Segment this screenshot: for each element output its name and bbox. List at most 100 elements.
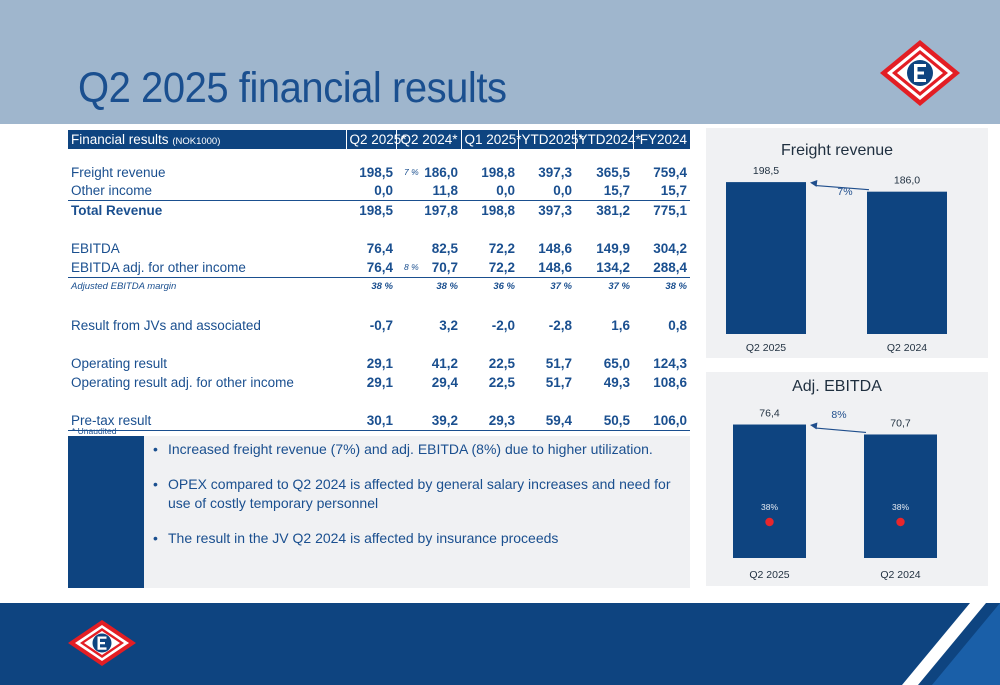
table-row-operating-adj: Operating result adj. for other income 2… [68,373,690,392]
unaudited-footnote: * Unaudited [72,426,117,436]
cell: 65,0 [603,356,630,372]
cell: 186,0 [424,164,458,180]
margin-marker [765,517,774,527]
cell: 51,7 [545,356,572,372]
column-header: Q1 2025* [460,130,522,149]
table-row-pretax: Pre-tax result 30,1 39,2 29,3 59,4 50,5 … [68,411,690,431]
cell: 148,6 [538,241,572,257]
change-label: 7% [837,186,852,198]
footer-stripes [902,603,1000,685]
category-label: Q2 2025 [749,569,789,581]
change-arrow-line [815,427,867,434]
cell: 198,5 7 % [359,164,419,180]
margin-label: 38% [892,502,909,512]
row-label: EBITDA adj. for other income [68,258,346,278]
column-header: Q2 2025* [345,130,407,149]
cell: 0,0 [346,181,396,201]
category-label: Q2 2025 [746,342,786,354]
cell: 198,5 [359,202,393,218]
cell: -2,8 [548,317,572,333]
cell: 37 % [550,281,572,293]
row-label: Freight revenue [71,164,166,180]
change-arrow-line [815,185,870,191]
cell: 51,7 [545,374,572,390]
cell: 50,5 [575,411,633,431]
table-header-label: Financial results (NOK1000) [68,130,346,149]
cell: -2,0 [491,317,515,333]
change-arrow-head [810,422,818,430]
row-label: Total Revenue [71,202,163,218]
cell: 134,2 [575,258,633,278]
cell: 30,1 [346,411,396,431]
table-row-jv-result: Result from JVs and associated -0,7 3,2 … [68,316,690,335]
financial-results-table: Financial results (NOK1000) Q2 2025* Q2 … [68,130,690,431]
cell: 148,6 [518,258,575,278]
cell: -0,7 [369,317,393,333]
cell: 381,2 [596,202,630,218]
column-header: YTD2025* [517,130,584,149]
cell: 149,9 [596,241,630,257]
bar-value-label: 186,0 [894,175,920,187]
bullet-item: The result in the JV Q2 2024 is affected… [150,529,680,548]
change-label: 7 % [404,167,419,177]
category-label: Q2 2024 [887,342,927,354]
bar-value-label: 198,5 [753,165,779,177]
cell: 82,5 [431,241,458,257]
cell: 365,5 [596,164,630,180]
diamond-e-logo-icon [880,40,960,106]
bar [864,434,937,558]
freight-revenue-chart-title: Freight revenue [780,142,894,159]
cell: 397,3 [538,164,572,180]
cell: 0,8 [668,317,687,333]
adj-ebitda-chart-title: Adj. EBITDA [792,378,882,395]
cell: 29,1 [366,356,393,372]
table-row-total-revenue: Total Revenue 198,5 197,8 198,8 397,3 38… [68,201,690,220]
page-title: Q2 2025 financial results [78,64,507,112]
bar [867,191,947,334]
adj-ebitda-chart: 76,4 Q2 2025 38% 70,7 Q2 2024 38% 8% [733,408,937,581]
cell: 22,5 [488,374,515,390]
bar-value-label: 70,7 [890,417,911,429]
cell: 29,3 [461,411,518,431]
table-row-ebitda: EBITDA 76,4 82,5 72,2 148,6 149,9 304,2 [68,240,690,259]
table-row-operating-result: Operating result 29,1 41,2 22,5 51,7 65,… [68,355,690,374]
table-unit: (NOK1000) [172,136,221,147]
margin-label: 38% [761,502,778,512]
bullet-item: OPEX compared to Q2 2024 is affected by … [150,475,680,513]
cell: 3,2 [439,317,458,333]
cell: 72,2 [488,241,515,257]
change-label: 8 % [404,262,419,272]
table-row-freight-revenue: Freight revenue 198,5 7 % 186,0 198,8 397… [68,163,690,182]
table-row-adjusted-ebitda-margin: Adjusted EBITDA margin 38 % 38 % 36 % 37… [68,277,690,296]
bar-value-label: 76,4 [759,408,780,420]
cell: 11,8 [396,181,461,201]
table-row-ebitda-adj: EBITDA adj. for other income 76,4 8 % 70,… [68,258,690,278]
cell: 72,2 [461,258,518,278]
bar [726,182,806,334]
freight-revenue-chart: 198,5 Q2 2025 186,0 Q2 2024 7% [726,165,947,354]
cell: 1,6 [611,317,630,333]
cell: 29,1 [366,374,393,390]
cell: 36 % [493,281,515,293]
cell: 197,8 [424,202,458,218]
row-label: Operating result [71,356,168,372]
row-label: Adjusted EBITDA margin [71,281,177,293]
column-header: YTD2024* [574,130,641,149]
change-arrow-head [810,179,818,187]
table-row-other-income: Other income 0,0 11,8 0,0 0,0 15,7 15,7 [68,181,690,201]
footer-band [0,603,1000,685]
header-band [0,0,1000,124]
table-header-row: Financial results (NOK1000) Q2 2025* Q2 … [68,130,690,149]
cell: 304,2 [653,241,687,257]
column-header: Q2 2024* [395,130,461,149]
cell: 41,2 [431,356,458,372]
cell: 106,0 [633,411,690,431]
margin-marker [896,517,905,527]
cell: 39,2 [396,411,461,431]
cell: 759,4 [653,164,687,180]
cell: 0,0 [518,181,575,201]
comment-bullets: Increased freight revenue (7%) and adj. … [150,440,680,564]
row-label: Operating result adj. for other income [71,374,294,390]
category-label: Q2 2024 [880,569,920,581]
row-label: EBITDA [71,241,120,257]
